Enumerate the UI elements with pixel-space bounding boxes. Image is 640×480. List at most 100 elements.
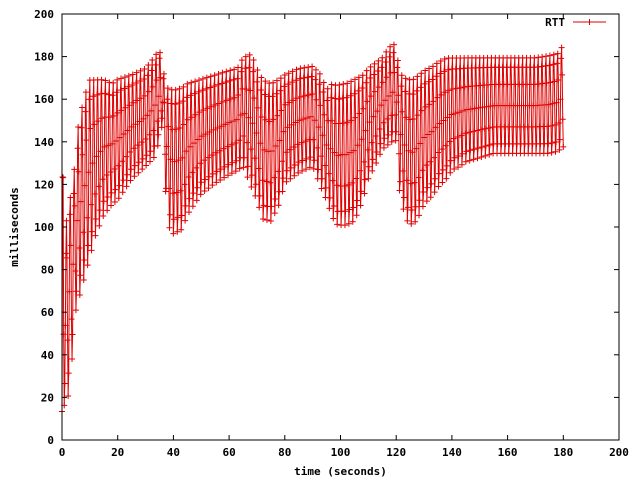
rtt-point bbox=[117, 87, 124, 94]
rtt-point bbox=[232, 140, 239, 147]
rtt-point bbox=[370, 113, 377, 120]
rtt-point bbox=[417, 84, 424, 91]
rtt-point bbox=[544, 150, 551, 157]
rtt-point bbox=[414, 112, 421, 119]
rtt-point bbox=[154, 118, 161, 125]
rtt-point bbox=[108, 202, 115, 209]
rtt-point bbox=[285, 70, 292, 77]
rtt-point bbox=[247, 87, 254, 94]
rtt-point bbox=[276, 137, 283, 144]
rtt-point bbox=[379, 79, 386, 86]
rtt-point bbox=[377, 140, 384, 147]
rtt-point bbox=[271, 174, 278, 181]
rtt-point bbox=[271, 210, 278, 217]
rtt-point bbox=[234, 75, 241, 82]
rtt-point bbox=[240, 133, 247, 140]
rtt-point bbox=[195, 88, 202, 95]
rtt-point bbox=[176, 85, 183, 92]
rtt-point bbox=[118, 75, 125, 82]
rtt-point bbox=[192, 111, 199, 118]
rtt-point bbox=[233, 116, 240, 123]
rtt-point bbox=[284, 167, 291, 174]
rtt-point bbox=[187, 92, 194, 99]
rtt-point bbox=[405, 147, 412, 154]
rtt-point bbox=[349, 179, 356, 186]
rtt-point bbox=[101, 90, 108, 97]
rtt-point bbox=[273, 90, 280, 97]
rtt-point bbox=[88, 247, 95, 254]
rtt-point bbox=[248, 172, 255, 179]
rtt-point bbox=[268, 203, 275, 210]
rtt-point bbox=[199, 75, 206, 82]
rtt-point bbox=[180, 83, 187, 90]
rtt-point bbox=[384, 115, 391, 122]
rtt-point bbox=[299, 167, 306, 174]
rtt-point bbox=[95, 118, 102, 125]
rtt-point bbox=[289, 79, 296, 86]
rtt-point bbox=[59, 174, 66, 181]
rtt-point bbox=[475, 145, 482, 152]
rtt-point bbox=[62, 250, 69, 257]
rtt-point bbox=[246, 64, 253, 71]
rtt-point bbox=[394, 57, 401, 64]
rtt-point bbox=[211, 83, 218, 90]
rtt-point bbox=[331, 95, 338, 102]
rtt-point bbox=[466, 129, 473, 136]
rtt-point bbox=[296, 117, 303, 124]
rtt-point bbox=[290, 97, 297, 104]
rtt-point bbox=[64, 337, 71, 344]
rtt-point bbox=[227, 67, 234, 74]
rtt-point bbox=[139, 166, 146, 173]
rtt-point bbox=[327, 145, 334, 152]
rtt-point bbox=[548, 122, 555, 129]
rtt-point bbox=[107, 169, 114, 176]
rtt-point bbox=[282, 149, 289, 156]
rtt-point bbox=[261, 146, 268, 153]
rtt-point bbox=[238, 57, 245, 64]
rtt-point bbox=[326, 194, 333, 201]
x-tick-label: 180 bbox=[553, 446, 573, 459]
rtt-point bbox=[192, 78, 199, 85]
rtt-point bbox=[321, 111, 328, 118]
rtt-point bbox=[185, 174, 192, 181]
rtt-point bbox=[135, 159, 142, 166]
rtt-point bbox=[213, 168, 220, 175]
y-tick-label: 0 bbox=[47, 434, 54, 447]
rtt-point bbox=[219, 98, 226, 105]
rtt-point bbox=[80, 229, 87, 236]
rtt-point bbox=[486, 151, 493, 158]
rtt-point bbox=[138, 139, 145, 146]
rtt-point bbox=[355, 74, 362, 81]
rtt-point bbox=[149, 83, 156, 90]
rtt-point bbox=[153, 51, 160, 58]
rtt-point bbox=[210, 126, 217, 133]
rtt-point bbox=[475, 104, 482, 111]
rtt-point bbox=[303, 155, 310, 162]
rtt-point bbox=[279, 188, 286, 195]
rtt-point bbox=[222, 121, 229, 128]
rtt-point bbox=[471, 105, 478, 112]
rtt-point bbox=[124, 127, 131, 134]
rtt-point bbox=[478, 144, 485, 151]
rtt-point bbox=[204, 105, 211, 112]
rtt-point bbox=[546, 62, 553, 69]
rtt-point bbox=[419, 167, 426, 174]
rtt-point bbox=[404, 204, 411, 211]
rtt-point bbox=[74, 217, 81, 224]
rtt-point bbox=[189, 203, 196, 210]
rtt-point bbox=[341, 222, 348, 229]
rtt-point bbox=[538, 63, 545, 70]
rtt-point bbox=[141, 66, 148, 73]
rtt-point bbox=[309, 63, 316, 70]
rtt-point bbox=[441, 56, 448, 63]
rtt-point bbox=[379, 54, 386, 61]
rtt-point bbox=[204, 154, 211, 161]
rtt-point bbox=[189, 169, 196, 176]
rtt-point bbox=[72, 307, 79, 314]
rtt-point bbox=[249, 120, 256, 127]
rtt-point bbox=[458, 132, 465, 139]
rtt-point bbox=[179, 98, 186, 105]
rtt-point bbox=[258, 74, 265, 81]
rtt-point bbox=[470, 156, 477, 163]
rtt-point bbox=[174, 214, 181, 221]
